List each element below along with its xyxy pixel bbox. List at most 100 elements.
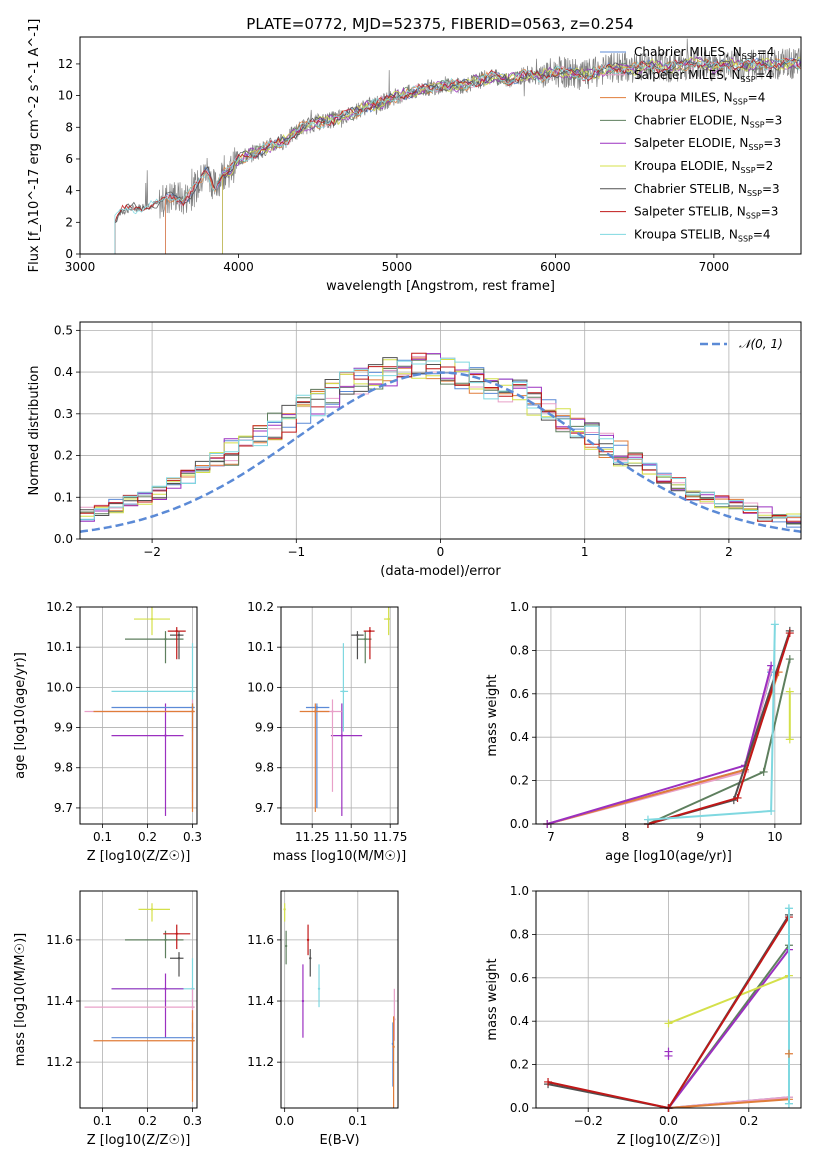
x-tick-label: 11.75 (373, 830, 407, 844)
legend-entry: Kroupa STELIB, NSSP=4 (634, 227, 771, 243)
legend-suffix: =4 (748, 91, 766, 105)
legend-subscript: SSP (738, 234, 753, 243)
data-point (164, 987, 167, 991)
weight-line-6 (668, 974, 790, 1025)
y-tick-label: 9.9 (255, 721, 274, 735)
y-tick-label: 11.2 (46, 1055, 73, 1069)
y-tick-label: 0.0 (510, 817, 529, 831)
mass-weight-vs-age-panel: 7 8 9 10 0.0 0.2 0.4 0.6 0.8 1.0 age [log10(age/yr… (485, 600, 802, 864)
weight-marker (785, 735, 794, 744)
data-point (283, 908, 286, 911)
legend-suffix: =3 (761, 205, 779, 219)
x-tick-label: 0.1 (93, 830, 112, 844)
y-tick-label: 10.0 (247, 680, 274, 694)
legend-label: Kroupa MILES, N (634, 91, 733, 105)
legend-subscript: SSP (746, 212, 761, 221)
panel-ageM-x-axis-label: mass [log10(M/M☉)] (273, 849, 406, 864)
data-point (164, 938, 167, 942)
legend-entry: Kroupa ELODIE, NSSP=2 (634, 159, 773, 175)
model-line-4 (222, 56, 802, 254)
model-line-8 (114, 57, 800, 254)
x-tick-label: 10 (767, 830, 782, 844)
weight-marker (784, 1049, 793, 1058)
error-bar-group (283, 903, 396, 1108)
legend-entry: Chabrier ELODIE, NSSP=3 (634, 113, 782, 129)
model-line-7 (114, 57, 800, 254)
weight-marker (643, 815, 652, 824)
weight-line-3 (546, 671, 780, 825)
data-point (175, 629, 178, 633)
data-point (191, 1039, 194, 1042)
legend-entry: Salpeter MILES, NSSP=4 (634, 68, 773, 84)
data-point (364, 637, 367, 641)
y-tick-label: 0.0 (510, 1101, 529, 1115)
legend-subscript: SSP (733, 98, 748, 107)
axes-frame (535, 606, 802, 825)
legend-subscript: SSP (747, 189, 762, 198)
weight-line-5 (667, 948, 790, 1109)
data-point (177, 633, 181, 637)
y-tick-label: 0.2 (510, 1058, 529, 1072)
data-point (315, 706, 319, 709)
panel-mEBV-x-axis-label: E(B-V) (319, 1133, 359, 1148)
data-point (191, 690, 194, 693)
y-tick-label: 0.2 (54, 449, 73, 463)
legend-subscript: SSP (741, 166, 756, 175)
mass-vs-extinction-panel: 0.0 0.1 11.2 11.4 11.6 E(B-V) (247, 890, 399, 1148)
x-tick-label: 0.0 (659, 1114, 678, 1128)
legend-subscript: SSP (750, 120, 765, 129)
weight-line-7 (647, 630, 791, 825)
axis-label-text: Z [log10(Z/Z☉)] (617, 1133, 721, 1148)
data-point (342, 690, 345, 693)
data-point (150, 617, 154, 621)
y-tick-label: 0.4 (510, 1014, 529, 1028)
data-point (356, 633, 359, 637)
panel-ageZ-x-axis-label: Z [log10(Z/Z☉)] (87, 849, 191, 864)
model-line-6 (222, 56, 801, 254)
legend-entry: Kroupa MILES, NSSP=4 (634, 91, 765, 107)
x-tick-label: 0 (437, 545, 445, 559)
y-tick-label: 10 (58, 89, 73, 103)
y-tick-label: 10.2 (46, 600, 73, 614)
y-tick-label: 10.1 (46, 640, 73, 654)
axis-label-text: (data-model)/error (380, 564, 501, 579)
y-tick-label: 11.4 (247, 994, 274, 1008)
age-vs-metallicity-panel: 0.1 0.2 0.3 9.7 9.8 9.9 10.0 10.1 10.2 Z [log10(Z… (13, 600, 202, 864)
model-line-9 (114, 58, 800, 254)
x-tick-label: 0.2 (138, 1114, 157, 1128)
y-tick-label: 0.1 (54, 490, 73, 504)
x-tick-label: 0.3 (183, 830, 202, 844)
axis-label-text: mass [log10(M/M☉)] (273, 849, 406, 864)
residuals-legend: 𝒩(0, 1) (700, 337, 783, 351)
mass-weight-vs-metallicity-panel: −0.2 0.0 0.2 0.0 0.2 0.4 0.6 0.8 1.0 Z [log10(Z/Z… (485, 884, 802, 1148)
error-bar-group (84, 607, 195, 816)
x-tick-label: 7000 (699, 260, 730, 274)
panel-mwZ-x-axis-label: Z [log10(Z/Z☉)] (617, 1133, 721, 1148)
x-tick-label: 1 (581, 545, 589, 559)
axis-label-text: Z [log10(Z/Z☉)] (87, 1133, 191, 1148)
y-tick-label: 0.8 (510, 927, 529, 941)
data-point (314, 710, 317, 713)
data-point (175, 932, 178, 935)
y-tick-label: 10.2 (247, 600, 274, 614)
axes-frame (79, 321, 802, 540)
data-point (301, 999, 305, 1003)
x-tick-label: 11.25 (295, 830, 329, 844)
y-tick-label: 10.0 (46, 680, 73, 694)
y-tick-label: 0 (65, 247, 73, 261)
axes-frame (280, 606, 399, 825)
model-line-5 (222, 56, 802, 254)
legend-suffix: =3 (763, 136, 781, 150)
error-bar-group (299, 607, 391, 816)
y-tick-label: 1.0 (510, 600, 529, 614)
legend-entry: Chabrier MILES, NSSP=4 (634, 45, 774, 61)
weight-marker (664, 1019, 673, 1028)
legend-label: Chabrier ELODIE, N (634, 113, 750, 127)
x-tick-label: 4000 (223, 260, 254, 274)
spectrum-x-axis-label: wavelength [Angstrom, rest frame] (326, 279, 555, 294)
y-tick-label: 0.4 (510, 730, 529, 744)
axes-frame (79, 606, 198, 825)
data-point (177, 957, 181, 960)
weight-marker (784, 904, 793, 913)
